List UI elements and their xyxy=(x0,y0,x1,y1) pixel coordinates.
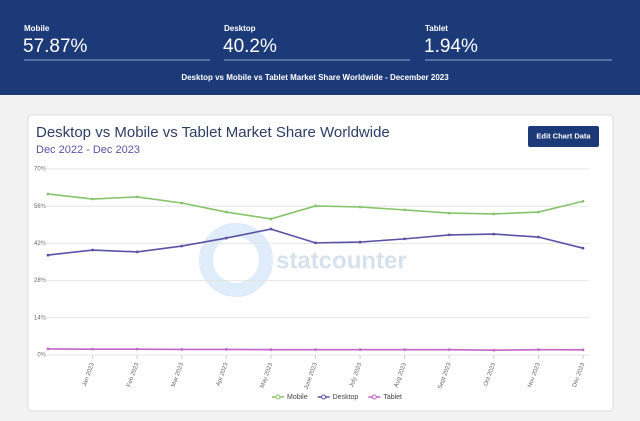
watermark: statcounter xyxy=(276,247,407,274)
header-band xyxy=(0,0,640,95)
point xyxy=(403,208,407,212)
point xyxy=(581,199,585,203)
point xyxy=(269,348,273,352)
y-tick-label: 70% xyxy=(34,167,47,173)
point xyxy=(314,241,317,245)
point xyxy=(180,201,184,205)
point xyxy=(492,232,496,236)
chart-title: Desktop vs Mobile vs Tablet Market Share… xyxy=(36,124,390,141)
point xyxy=(314,204,317,208)
point xyxy=(46,253,50,257)
chart-card xyxy=(27,114,614,412)
stat-value: 57.87% xyxy=(23,36,88,57)
point xyxy=(314,348,317,352)
stat-label: Tablet xyxy=(425,24,448,33)
stat-label: Desktop xyxy=(224,24,256,33)
stat-label: Mobile xyxy=(24,24,50,33)
point xyxy=(403,237,407,241)
point xyxy=(537,235,540,239)
chart-subtitle: Dec 2022 - Dec 2023 xyxy=(36,144,140,156)
legend-label: Tablet xyxy=(383,394,402,401)
point xyxy=(46,192,50,196)
point xyxy=(537,348,540,352)
legend-dot xyxy=(371,394,377,400)
point xyxy=(403,348,407,352)
stat-value: 40.2% xyxy=(223,36,277,57)
button-bg[interactable] xyxy=(528,126,599,147)
legend-dot xyxy=(275,394,281,400)
point xyxy=(224,348,228,351)
y-tick-label: 28% xyxy=(34,278,47,284)
point xyxy=(447,233,451,237)
legend-label: Desktop xyxy=(333,394,359,401)
y-tick-label: 42% xyxy=(34,241,47,247)
point xyxy=(447,211,451,215)
legend-dot xyxy=(321,394,327,400)
point xyxy=(358,348,362,352)
point xyxy=(269,217,273,221)
point xyxy=(135,347,139,351)
point xyxy=(358,205,362,209)
point xyxy=(91,197,94,201)
point xyxy=(447,348,451,352)
point xyxy=(135,250,139,254)
y-tick-label: 56% xyxy=(34,204,47,210)
point xyxy=(46,347,50,351)
point xyxy=(537,210,540,214)
point xyxy=(269,227,273,231)
legend-label: Mobile xyxy=(287,394,308,401)
watermark-logo xyxy=(199,223,273,297)
point xyxy=(91,248,94,252)
point xyxy=(581,348,585,352)
point xyxy=(492,348,496,352)
y-tick-label: 14% xyxy=(34,315,47,321)
point xyxy=(224,236,228,240)
header-caption: Desktop vs Mobile vs Tablet Market Share… xyxy=(181,73,449,82)
point xyxy=(224,210,228,214)
stat-value: 1.94% xyxy=(424,36,478,57)
point xyxy=(492,212,496,216)
point xyxy=(581,246,585,250)
point xyxy=(358,240,362,244)
y-tick-label: 0% xyxy=(37,353,46,359)
point xyxy=(91,347,94,351)
edit-button[interactable]: Edit Chart Data xyxy=(528,126,599,147)
point xyxy=(135,195,139,199)
point xyxy=(180,244,184,248)
point xyxy=(180,348,184,351)
button-label[interactable]: Edit Chart Data xyxy=(536,131,591,140)
